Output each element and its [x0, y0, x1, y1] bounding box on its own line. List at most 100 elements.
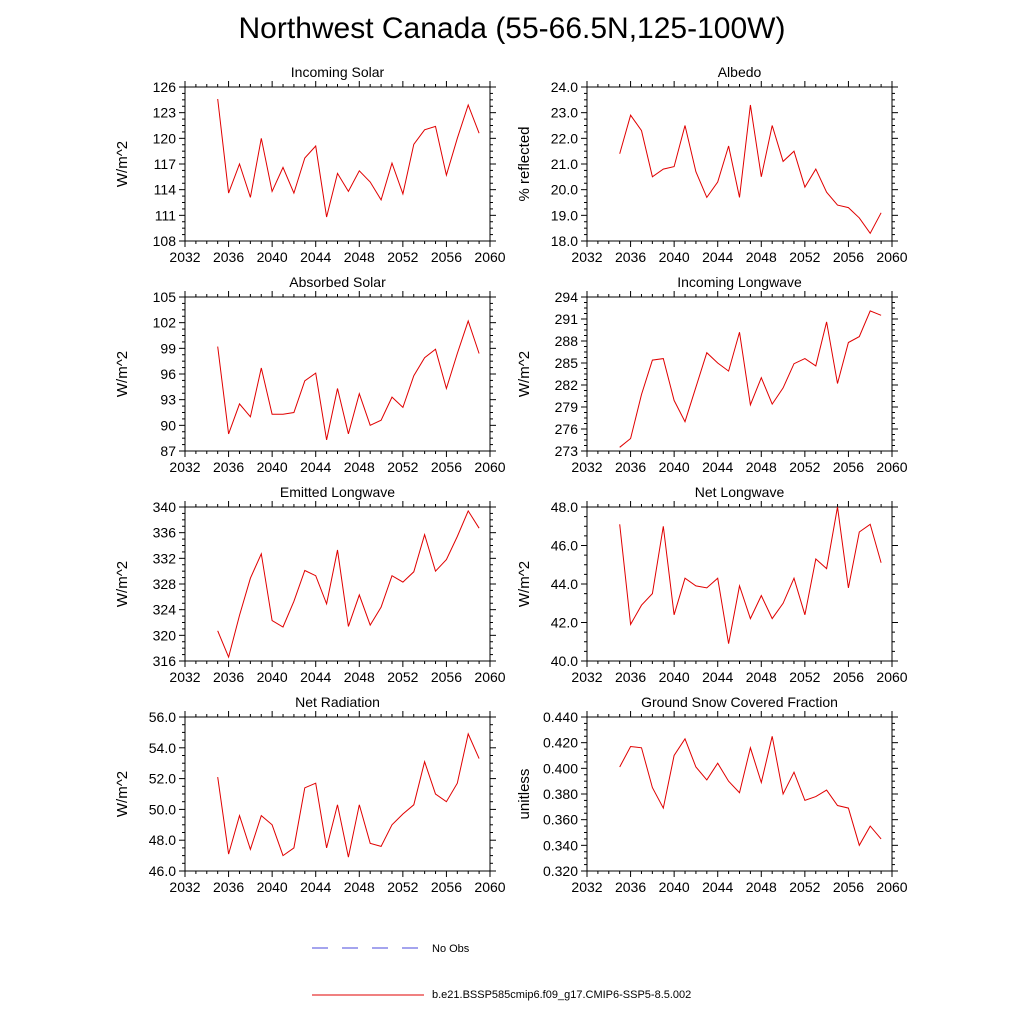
x-tick-label: 2032: [169, 669, 200, 685]
panel-absorbed-solar: 87 90 93 96 99 102 105 2032 2036 2040 2044 2048 2052…: [114, 274, 506, 475]
x-tick-label: 2040: [659, 879, 690, 895]
x-tick-label: 2048: [746, 249, 777, 265]
panel-title: Net Longwave: [695, 484, 785, 500]
x-tick-label: 2036: [615, 459, 646, 475]
x-tick-label: 2044: [702, 669, 733, 685]
y-tick-label: 102: [153, 315, 177, 331]
y-tick-label: 56.0: [149, 709, 176, 725]
x-tick-label: 2036: [213, 879, 244, 895]
y-tick-label: 96: [160, 366, 176, 382]
y-axis-label: unitless: [516, 769, 533, 820]
y-tick-label: 276: [555, 421, 579, 437]
x-tick-label: 2036: [213, 459, 244, 475]
x-tick-label: 2052: [789, 459, 820, 475]
x-tick-label: 2056: [833, 669, 864, 685]
series-line-albedo: [619, 104, 882, 235]
y-axis-label: W/m^2: [516, 351, 533, 397]
x-tick-label: 2032: [169, 249, 200, 265]
x-tick-label: 2040: [257, 669, 288, 685]
y-tick-label: 279: [555, 399, 579, 415]
x-tick-label: 2036: [615, 879, 646, 895]
x-tick-label: 2040: [659, 459, 690, 475]
x-tick-label: 2056: [431, 249, 462, 265]
y-tick-label: 0.360: [543, 812, 578, 828]
x-tick-label: 2060: [876, 249, 907, 265]
x-tick-label: 2040: [257, 459, 288, 475]
x-tick-label: 2040: [257, 879, 288, 895]
y-tick-label: 288: [555, 333, 579, 349]
y-tick-label: 328: [153, 576, 177, 592]
x-tick-label: 2056: [431, 879, 462, 895]
legend-solid-line: [312, 994, 424, 996]
x-tick-label: 2060: [474, 879, 505, 895]
y-tick-label: 42.0: [551, 615, 578, 631]
y-tick-label: 117: [154, 156, 177, 172]
x-tick-label: 2056: [431, 459, 462, 475]
y-tick-label: 18.0: [551, 233, 578, 249]
y-tick-label: 316: [153, 653, 177, 669]
y-tick-label: 291: [555, 311, 579, 327]
series-line-incoming-longwave: [619, 310, 882, 448]
x-tick-label: 2048: [344, 879, 375, 895]
plot-frame: [184, 506, 491, 662]
y-tick-label: 23.0: [551, 105, 578, 121]
plot-frame: [586, 86, 893, 242]
x-tick-label: 2048: [746, 669, 777, 685]
panel-title: Incoming Longwave: [677, 274, 802, 290]
y-tick-label: 0.320: [543, 863, 578, 879]
x-tick-label: 2032: [169, 879, 200, 895]
x-tick-label: 2036: [615, 249, 646, 265]
y-tick-label: 99: [160, 340, 176, 356]
y-tick-label: 24.0: [551, 79, 578, 95]
x-tick-label: 2032: [571, 249, 602, 265]
legend-no-obs-label: No Obs: [432, 943, 470, 955]
y-tick-label: 21.0: [551, 156, 578, 172]
x-tick-label: 2056: [833, 459, 864, 475]
x-tick-label: 2044: [702, 459, 733, 475]
y-tick-label: 0.440: [543, 709, 578, 725]
y-tick-label: 90: [160, 417, 176, 433]
y-axis-label: % reflected: [516, 126, 533, 201]
y-tick-label: 54.0: [149, 740, 176, 756]
plot-frame: [586, 506, 893, 662]
x-tick-label: 2060: [876, 879, 907, 895]
x-tick-label: 2040: [659, 249, 690, 265]
panel-incoming-solar: 108 111 114 117 120 123 126 2032 2036 2040 2044 204…: [114, 64, 506, 265]
y-tick-label: 22.0: [551, 130, 578, 146]
y-axis-label: W/m^2: [114, 771, 131, 817]
x-tick-label: 2060: [474, 669, 505, 685]
x-tick-label: 2048: [344, 669, 375, 685]
x-tick-label: 2044: [702, 249, 733, 265]
y-tick-label: 0.380: [543, 786, 578, 802]
x-tick-label: 2044: [702, 879, 733, 895]
series-line-absorbed-solar: [217, 319, 480, 441]
y-tick-label: 320: [153, 627, 177, 643]
plot-frame: [586, 716, 893, 872]
y-tick-label: 46.0: [149, 863, 176, 879]
x-tick-label: 2052: [387, 879, 418, 895]
y-tick-label: 282: [555, 377, 579, 393]
x-tick-label: 2052: [789, 669, 820, 685]
panel-title: Emitted Longwave: [280, 484, 395, 500]
x-tick-label: 2036: [213, 669, 244, 685]
legend-model-label: b.e21.BSSP585cmip6.f09_g17.CMIP6-SSP5-8.…: [432, 989, 692, 1001]
x-tick-label: 2040: [257, 249, 288, 265]
y-tick-label: 126: [153, 79, 177, 95]
y-tick-label: 108: [153, 233, 177, 249]
y-tick-label: 294: [555, 289, 579, 305]
x-tick-label: 2044: [300, 459, 331, 475]
y-tick-label: 50.0: [149, 801, 176, 817]
y-tick-label: 0.420: [543, 735, 578, 751]
y-tick-label: 123: [153, 105, 177, 121]
x-tick-label: 2032: [571, 669, 602, 685]
y-tick-label: 52.0: [149, 771, 176, 787]
x-tick-label: 2048: [344, 459, 375, 475]
series-line-net-longwave: [619, 506, 882, 644]
panel-albedo: 18.0 19.0 20.0 21.0 22.0 23.0 24.0 2032 2036 2040…: [516, 64, 908, 265]
legend-dashed-line: [312, 947, 424, 949]
y-tick-label: 114: [154, 182, 177, 198]
x-tick-label: 2036: [615, 669, 646, 685]
series-line-emitted-longwave: [217, 509, 480, 659]
y-tick-label: 332: [153, 550, 177, 566]
x-tick-label: 2060: [876, 459, 907, 475]
